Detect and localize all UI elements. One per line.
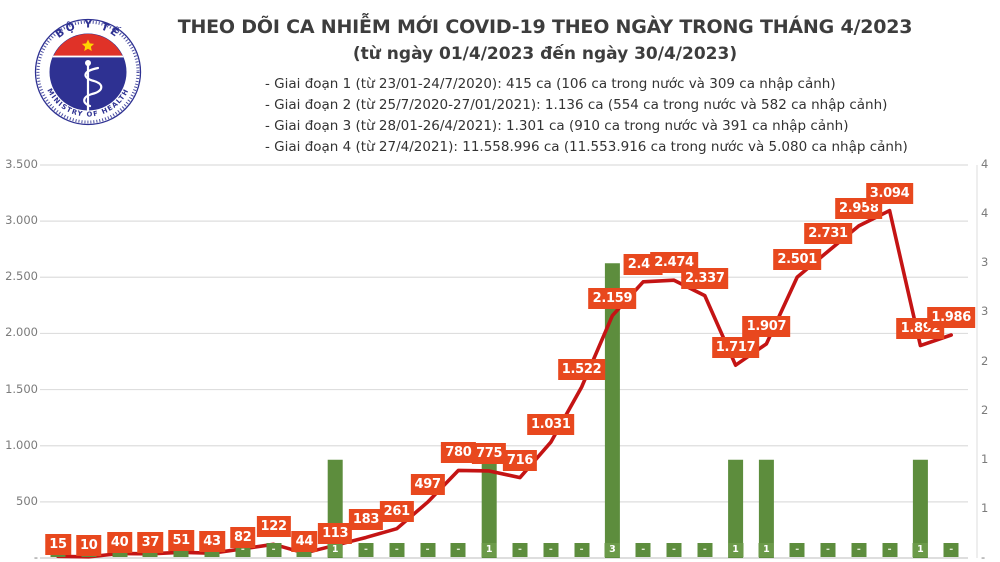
cases-label: 1.522 <box>557 359 606 381</box>
cases-label: 51 <box>168 530 194 552</box>
cases-label: 183 <box>348 509 384 531</box>
logo-divider <box>49 55 127 58</box>
deaths-bar <box>728 459 744 558</box>
deaths-label: - <box>543 543 559 557</box>
phase-line-3: - Giai đoạn 3 (từ 28/01-26/4/2021): 1.30… <box>265 118 849 134</box>
y-axis-tick-left: - <box>33 550 38 562</box>
cases-label: 775 <box>472 442 507 464</box>
cases-label: 10 <box>76 534 102 556</box>
phase-summary: - Giai đoạn 1 (từ 23/01-24/7/2020): 415 … <box>265 74 908 158</box>
deaths-label: - <box>697 543 713 557</box>
y-axis-tick-right: - <box>981 550 986 562</box>
cases-label: 2.501 <box>773 249 821 271</box>
deaths-label: - <box>635 543 651 557</box>
phase-line-2: - Giai đoạn 2 (từ 25/7/2020-27/01/2021):… <box>265 97 888 113</box>
cases-label: 2.337 <box>680 267 729 289</box>
y-axis-tick-right: 3 <box>981 255 989 270</box>
y-axis-tick-left: 1.000 <box>5 437 38 452</box>
cases-label: 1.986 <box>927 307 975 328</box>
deaths-bar <box>912 459 928 558</box>
deaths-label: - <box>512 543 528 557</box>
moh-logo: BỘ Y TẾ MINISTRY OF HEALTH <box>32 8 144 138</box>
cases-label: 15 <box>45 534 71 556</box>
deaths-label: 3 <box>604 543 620 557</box>
cases-label: 716 <box>502 449 538 471</box>
deaths-label: - <box>851 543 867 557</box>
cases-label: 1.907 <box>742 315 791 337</box>
logo-serrated-ring <box>36 20 140 124</box>
deaths-label: - <box>789 543 805 557</box>
deaths-label: - <box>882 543 898 557</box>
y-axis-tick-right: 2 <box>981 402 989 417</box>
cases-label: 122 <box>256 516 291 538</box>
deaths-label: - <box>266 543 282 557</box>
y-axis-tick-right: 3 <box>981 304 989 319</box>
deaths-label: - <box>666 543 682 557</box>
cases-label: 82 <box>230 526 256 548</box>
phase-line-4: - Giai đoạn 4 (từ 27/4/2021): 11.558.996… <box>265 139 908 155</box>
deaths-label: 1 <box>758 543 774 557</box>
phase-line-1: - Giai đoạn 1 (từ 23/01-24/7/2020): 415 … <box>265 76 836 92</box>
cases-label: 780 <box>441 442 476 464</box>
y-axis-tick-right: 1 <box>981 500 989 515</box>
moh-logo-emblem: BỘ Y TẾ MINISTRY OF HEALTH <box>34 18 142 126</box>
cases-label: 44 <box>291 531 318 553</box>
cases-label: 261 <box>379 500 414 522</box>
deaths-label: - <box>820 543 836 557</box>
deaths-label: - <box>943 543 959 557</box>
deaths-label: - <box>574 543 590 557</box>
cases-label: 37 <box>137 531 164 553</box>
cases-label: 2.731 <box>804 223 852 245</box>
y-axis-tick-right: 2 <box>981 353 989 368</box>
deaths-label: - <box>420 543 436 557</box>
deaths-bar <box>604 263 620 558</box>
deaths-label: - <box>389 543 405 557</box>
y-axis-tick-right: 1 <box>981 451 989 466</box>
cases-label: 40 <box>106 531 133 553</box>
cases-label: 3.094 <box>865 182 914 204</box>
deaths-label: 1 <box>728 543 744 557</box>
deaths-label: - <box>450 543 466 557</box>
y-axis-tick-right: 4 <box>981 157 989 171</box>
page-subtitle: (từ ngày 01/4/2023 đến ngày 30/4/2023) <box>352 44 738 64</box>
y-axis-tick-left: 500 <box>16 493 38 508</box>
cases-label: 497 <box>410 474 445 496</box>
y-axis-tick-left: 1.500 <box>5 381 38 396</box>
cases-label: 2.159 <box>588 287 637 309</box>
cases-label: 1.717 <box>711 337 760 359</box>
y-axis-tick-right: 4 <box>981 206 989 221</box>
y-axis-tick-left: 3.000 <box>5 213 38 228</box>
deaths-label: 1 <box>327 543 343 557</box>
page-title: THEO DÕI CA NHIỄM MỚI COVID-19 THEO NGÀY… <box>177 16 913 38</box>
star-icon <box>81 39 95 51</box>
y-axis-tick-left: 3.500 <box>5 157 38 171</box>
cases-label: 113 <box>318 523 353 545</box>
y-axis-tick-left: 2.000 <box>5 325 38 340</box>
deaths-bar <box>758 459 774 558</box>
caduceus-icon <box>83 60 103 111</box>
deaths-label: 1 <box>912 543 928 557</box>
deaths-bar <box>481 459 497 558</box>
deaths-label: 1 <box>481 543 497 557</box>
deaths-label: - <box>358 543 374 557</box>
y-axis-tick-left: 2.500 <box>5 269 38 284</box>
cases-label: 43 <box>199 531 225 553</box>
cases-label: 1.031 <box>526 414 575 436</box>
